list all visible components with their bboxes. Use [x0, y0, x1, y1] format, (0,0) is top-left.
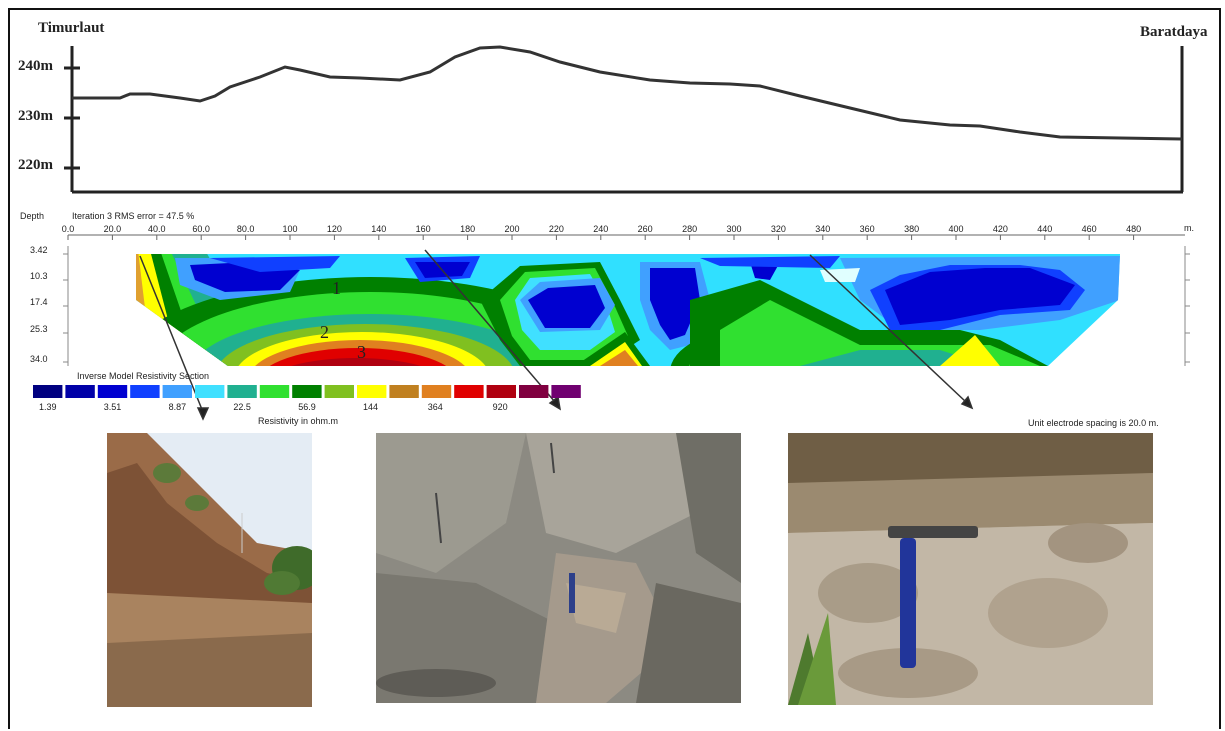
legend-value-label: 3.51: [103, 402, 122, 412]
rms-error-label: Iteration 3 RMS error = 47.5 %: [72, 211, 195, 221]
elev-tick-220: 220m: [18, 157, 53, 173]
legend-swatch: [259, 385, 290, 398]
zone-label-1: 1: [332, 278, 341, 298]
legend-swatch: [292, 385, 322, 398]
distance-tick-label: 460: [1082, 224, 1097, 234]
depth-tick-1: 3.42: [30, 245, 48, 255]
distance-tick-label: 0.0: [62, 224, 75, 234]
distance-tick-label: 420: [993, 224, 1008, 234]
distance-unit: m.: [1184, 223, 1194, 233]
legend-swatch: [357, 385, 387, 398]
legend-swatch: [551, 385, 581, 398]
legend-swatch: [421, 385, 452, 398]
photo-rock-face: [376, 433, 741, 703]
depth-tick-4: 25.3: [30, 324, 48, 334]
distance-tick-label: 140: [371, 224, 386, 234]
electrode-spacing-note: Unit electrode spacing is 20.0 m.: [1028, 418, 1159, 428]
legend-swatch: [454, 385, 484, 398]
distance-tick-label: 160: [416, 224, 431, 234]
legend-value-label: 8.87: [168, 402, 187, 412]
figure-frame: [8, 8, 1221, 729]
legend-value-label: 1.39: [39, 402, 57, 412]
zone-label-3: 3: [357, 342, 366, 362]
distance-tick-label: 100: [282, 224, 297, 234]
distance-tick-label: 20.0: [104, 224, 122, 234]
legend-title: Inverse Model Resistivity Section: [77, 371, 210, 381]
elevation-curve: [72, 45, 1183, 141]
legend-value-label: 364: [427, 402, 443, 412]
photo-slope-outcrop: [107, 433, 312, 707]
legend-color-bar: [33, 385, 581, 398]
distance-tick-label: 80.0: [237, 224, 255, 234]
legend-swatch: [130, 385, 160, 398]
distance-tick-label: 200: [504, 224, 519, 234]
distance-tick-label: 300: [726, 224, 741, 234]
distance-tick-label: 180: [460, 224, 475, 234]
distance-tick-label: 220: [549, 224, 564, 234]
label-timurlaut: Timurlaut: [38, 20, 105, 36]
resistivity-unit: Resistivity in ohm.m: [258, 416, 339, 426]
legend-swatch: [486, 385, 516, 398]
distance-tick-label: 120: [327, 224, 342, 234]
legend-swatch: [227, 385, 257, 398]
distance-tick-label: 320: [771, 224, 786, 234]
legend-swatch: [65, 385, 95, 398]
distance-tick-label: 360: [860, 224, 875, 234]
zone-label-2: 2: [320, 322, 329, 342]
distance-tick-label: 480: [1126, 224, 1141, 234]
legend-swatch: [389, 385, 419, 398]
distance-tick-label: 60.0: [192, 224, 210, 234]
distance-tick-label: 380: [904, 224, 919, 234]
distance-tick-label: 40.0: [148, 224, 166, 234]
elev-tick-230: 230m: [18, 108, 53, 124]
depth-tick-2: 10.3: [30, 271, 48, 281]
legend-swatch: [324, 385, 354, 398]
legend-value-label: 22.5: [233, 402, 251, 412]
photo-hammer-outcrop: [788, 433, 1153, 705]
label-baratdaya: Baratdaya: [1140, 24, 1208, 40]
topographic-profile: [64, 45, 1184, 194]
legend-value-label: 920: [492, 402, 508, 412]
depth-tick-3: 17.4: [30, 297, 48, 307]
distance-tick-label: 340: [815, 224, 830, 234]
legend-swatch: [195, 385, 225, 398]
legend-swatch: [97, 385, 128, 398]
distance-axis: 0.0 20.0 40.0 60.0 80.0 100 120 140 160 180 200 220…: [62, 224, 1185, 240]
legend-value-label: 56.9: [298, 402, 316, 412]
axis-side-lines: [63, 246, 1190, 366]
distance-tick-label: 440: [1037, 224, 1052, 234]
elev-tick-240: 240m: [18, 58, 53, 74]
depth-tick-5: 34.0: [30, 354, 48, 364]
distance-tick-label: 400: [948, 224, 963, 234]
legend-swatch: [519, 385, 549, 398]
distance-tick-label: 280: [682, 224, 697, 234]
depth-header: Depth: [20, 211, 45, 221]
legend-values: 1.39 3.51 8.87 22.5 56.9 144 364 920: [0, 402, 600, 416]
distance-tick-label: 260: [638, 224, 653, 234]
distance-tick-label: 240: [593, 224, 608, 234]
legend-swatch: [162, 385, 192, 398]
legend-swatch: [33, 385, 63, 398]
legend-value-label: 144: [363, 402, 379, 412]
